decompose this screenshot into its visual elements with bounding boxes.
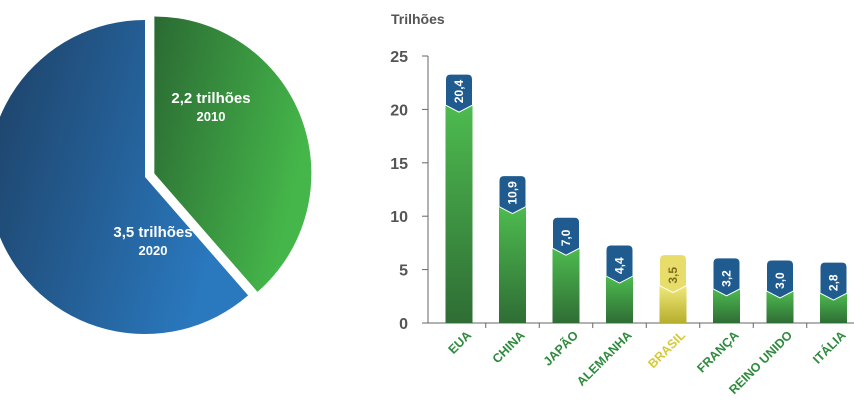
value-badge — [552, 216, 580, 256]
pie-year-label-2020: 2020 — [139, 243, 168, 258]
y-tick-label: 20 — [390, 102, 408, 119]
category-label: JAPÃO — [540, 327, 581, 368]
value-badge — [712, 257, 741, 297]
y-axis-title: Trilhões — [391, 11, 445, 27]
y-tick-label: 0 — [399, 316, 408, 333]
bar-frança — [713, 288, 740, 323]
pie-value-label-2010: 2,2 trilhões — [171, 90, 250, 107]
data-label: 3,2 — [720, 270, 734, 287]
category-label: CHINA — [490, 328, 528, 366]
y-ticks: 0 5 10 15 20 25 — [390, 49, 428, 333]
bar-japão — [552, 248, 580, 323]
y-tick-label: 10 — [390, 209, 408, 226]
pie-slice-2020 — [0, 20, 249, 334]
data-label: 10,9 — [506, 181, 520, 205]
bar-brasil — [659, 285, 687, 323]
pie-value-label-2020: 3,5 trilhões — [113, 224, 192, 241]
value-badge — [659, 254, 687, 294]
value-badge — [819, 261, 848, 301]
bar-itália — [820, 293, 847, 323]
data-label: 20,4 — [452, 79, 466, 103]
y-tick-label: 15 — [390, 156, 408, 173]
value-badge — [605, 244, 634, 284]
category-label: FRANÇA — [694, 328, 741, 375]
bar-alemanha — [606, 276, 633, 323]
bar-reino-unido — [766, 290, 794, 323]
y-tick-label: 5 — [399, 263, 408, 280]
pie-slice-2010 — [154, 16, 312, 292]
category-label: ALEMANHA — [574, 328, 634, 388]
category-label: EUA — [446, 328, 475, 357]
bars: 20,4 EUA 10,9 CHINA 7,0 JAPÃO 4,4 ALEMANHA 3,5 BR… — [445, 73, 849, 397]
category-label: BRASIL — [645, 328, 688, 371]
pie-year-label-2010: 2010 — [197, 109, 226, 124]
category-label: ITÁLIA — [810, 328, 849, 367]
value-badge — [445, 73, 473, 113]
data-label: 4,4 — [613, 257, 627, 274]
data-label: 2,8 — [827, 274, 841, 291]
data-label: 3,5 — [666, 267, 680, 284]
bar-eua — [445, 105, 473, 324]
pie-chart: 3,5 trilhões 2020 2,2 trilhões 2010 — [0, 16, 312, 334]
data-label: 7,0 — [559, 229, 573, 246]
data-label: 3,0 — [773, 272, 787, 289]
y-tick-label: 25 — [390, 49, 408, 66]
bar-chart: Trilhões 0 5 10 15 20 25 20,4 EUA 10,9 CHINA 7,0 J… — [390, 11, 854, 397]
value-badge — [766, 259, 794, 299]
value-badge — [498, 175, 527, 215]
bar-china — [499, 206, 526, 323]
